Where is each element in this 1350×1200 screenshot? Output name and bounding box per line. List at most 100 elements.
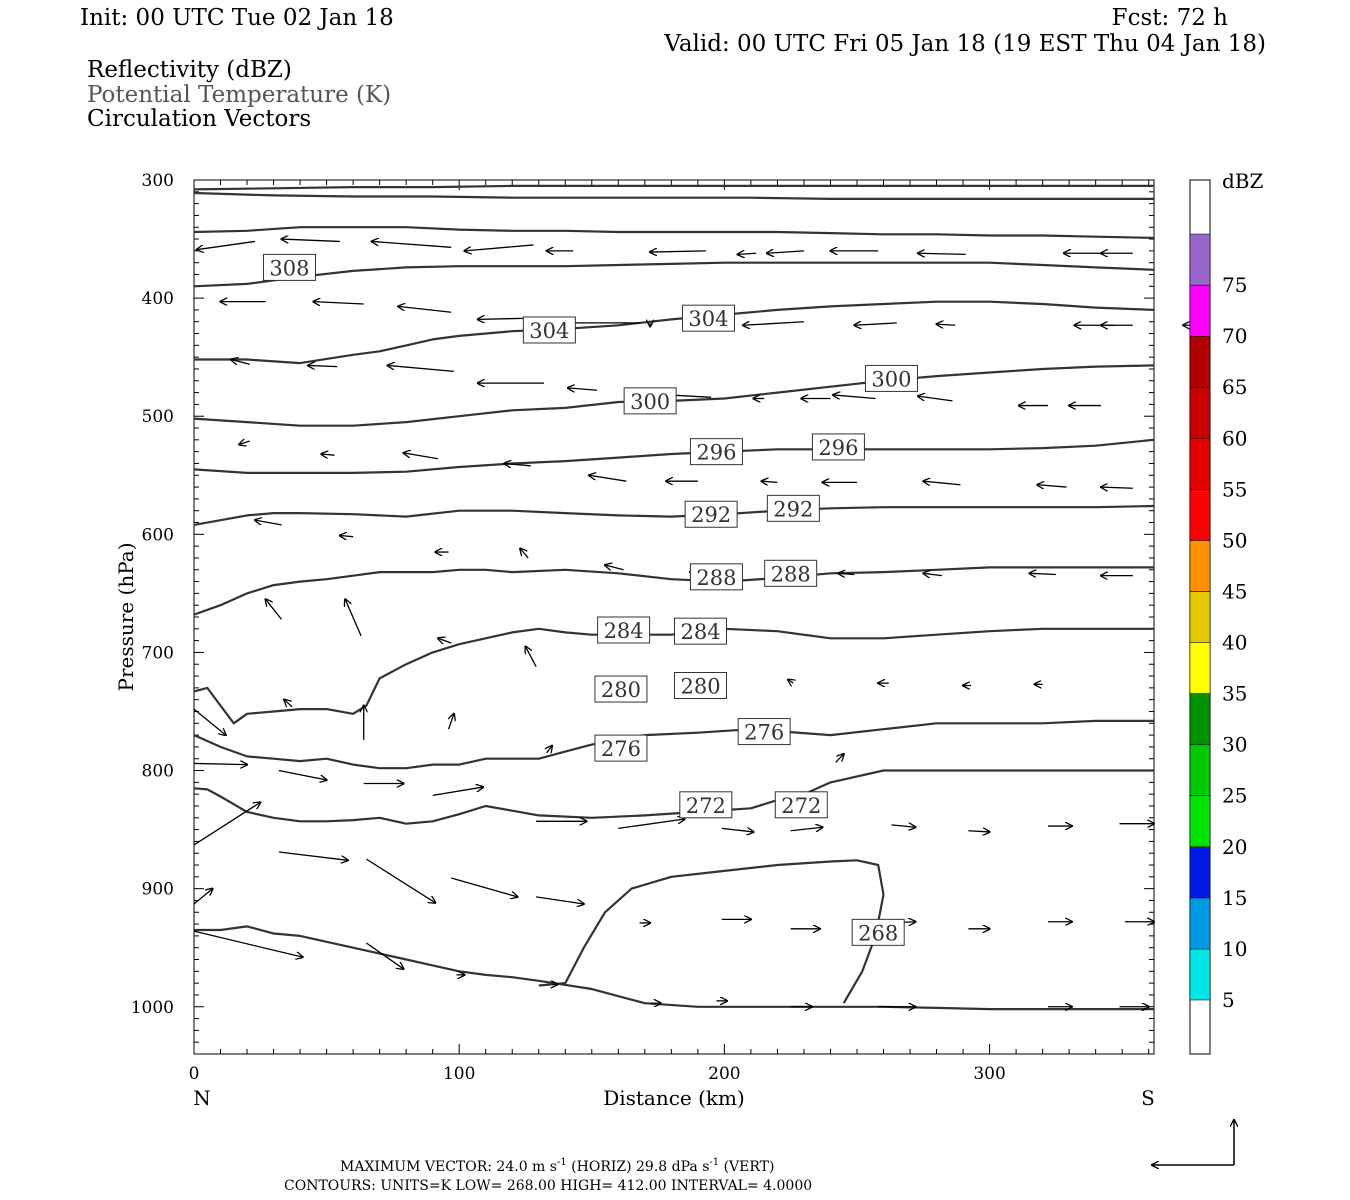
contour-label: 300 <box>864 364 918 392</box>
contour-label: 280 <box>674 672 728 700</box>
contour-label-box <box>737 718 791 746</box>
isentrope-276 <box>193 769 1154 825</box>
colorbar-level-label: 45 <box>1222 580 1247 604</box>
contour-label-text: 280 <box>601 678 641 702</box>
contour-label: 300 <box>623 387 677 415</box>
contour-label-box <box>851 918 905 946</box>
circulation-vector <box>1101 487 1133 488</box>
contour-label: 296 <box>811 433 865 461</box>
x-tick-label: 300 <box>973 1064 1005 1084</box>
colorbar-swatch <box>1189 948 1211 1001</box>
colorbar-level-label: 65 <box>1222 375 1247 399</box>
y-tick-label: 400 <box>142 289 174 309</box>
y-tick-labels: 300 400 500 600 700 800 900 1000 <box>131 171 174 1018</box>
isentrope-308 <box>193 261 1155 288</box>
colorbar-unit: dBZ <box>1222 169 1264 193</box>
colorbar-swatch <box>1189 233 1211 286</box>
isentrope-316 <box>193 191 1154 200</box>
isentrope-272 <box>194 925 1154 1011</box>
contour-label: 284 <box>597 616 651 644</box>
colorbar-swatch <box>1189 335 1211 388</box>
contour-label-box <box>689 438 743 466</box>
circulation-vector <box>278 769 327 780</box>
circulation-vector <box>313 302 364 304</box>
contour-label-text: 280 <box>680 675 720 699</box>
circulation-vector <box>340 536 354 537</box>
contour-label: 292 <box>766 494 820 522</box>
x-tick-label: 100 <box>443 1064 475 1084</box>
contour-label-text: 288 <box>696 566 736 590</box>
contour-label: 268 <box>851 918 905 946</box>
circulation-vector <box>239 441 250 445</box>
contour-label-text: 304 <box>529 319 569 343</box>
contour-label: 276 <box>737 718 791 746</box>
circulation-vector <box>918 253 966 254</box>
contour-label-text: 272 <box>686 794 726 818</box>
circulation-vector <box>193 889 213 905</box>
circulation-vector <box>284 700 293 707</box>
contour-label-box <box>679 791 733 819</box>
circulation-vector <box>838 573 855 574</box>
circulation-vector <box>404 453 439 460</box>
circulation-vector <box>589 475 627 482</box>
contour-label-box <box>766 494 820 522</box>
x-axis-end-label-south: S <box>1141 1086 1155 1110</box>
colorbar-swatch <box>1189 693 1211 745</box>
plot-area: 308 304 304 300 300 296 296 292 292 288 288 284 284 2… <box>131 171 1208 1084</box>
circulation-vector <box>278 851 348 860</box>
circulation-vector <box>1037 485 1067 487</box>
field-label-reflectivity: Reflectivity (dBZ) <box>87 57 292 83</box>
colorbar-level-label: 50 <box>1222 528 1247 552</box>
contour-label: 288 <box>764 559 818 587</box>
colorbar-level-label: 75 <box>1222 273 1247 297</box>
contour-label-text: 304 <box>688 307 728 331</box>
circulation-vector <box>918 396 953 402</box>
circulation-vector <box>193 802 260 846</box>
colorbar-level-label: 15 <box>1222 886 1247 910</box>
circulation-vector <box>525 647 537 667</box>
y-tick-label: 1000 <box>131 998 174 1018</box>
x-tick-labels: 0 100 200 300 <box>189 1064 1006 1084</box>
circulation-vector <box>193 763 247 764</box>
circulation-vector <box>193 708 226 735</box>
isentrope-304 <box>194 300 1155 365</box>
circulation-vector <box>891 825 915 827</box>
colorbar-level-label: 30 <box>1222 733 1247 757</box>
circulation-vector <box>197 240 256 249</box>
circulation-vector <box>388 365 454 372</box>
field-label-potential-temperature: Potential Temperature (K) <box>87 82 391 108</box>
contour-labels: 308 304 304 300 300 296 296 292 292 288 288 284 284 2… <box>262 253 918 946</box>
circulation-vector <box>478 318 531 319</box>
x-axis-end-label-north: N <box>193 1086 211 1110</box>
contour-label-box <box>689 563 743 591</box>
circulation-vector <box>605 565 624 570</box>
contour-label: 280 <box>594 675 648 703</box>
circulation-vector <box>366 942 403 969</box>
circulation-vector <box>1029 573 1056 574</box>
colorbar-swatch <box>1189 438 1211 490</box>
x-tick-label: 0 <box>189 1064 200 1084</box>
circulation-vector <box>743 322 804 326</box>
contour-label-box <box>522 316 576 344</box>
circulation-vector <box>762 481 778 482</box>
contour-label-text: 284 <box>680 620 720 644</box>
contour-label: 296 <box>689 438 743 466</box>
circulation-vector <box>321 454 335 455</box>
colorbar-swatch <box>1189 744 1211 797</box>
isentrope-320 <box>193 184 1154 191</box>
colorbar-level-label: 70 <box>1222 324 1247 348</box>
circulation-vector <box>835 754 844 763</box>
colorbar-level-label: 20 <box>1222 835 1247 859</box>
colorbar-level-label: 10 <box>1222 937 1247 961</box>
contour-label-text: 276 <box>744 721 784 745</box>
init-time: Init: 00 UTC Tue 02 Jan 18 <box>80 5 394 31</box>
contour-label-box <box>674 617 728 645</box>
circulation-vector <box>366 858 435 903</box>
contour-label-box <box>764 559 818 587</box>
colorbar-level-label: 35 <box>1222 682 1247 706</box>
colorbar-swatch <box>1189 846 1211 899</box>
circulation-vector <box>504 463 531 465</box>
contour-label-text: 292 <box>773 497 813 521</box>
circulation-vector <box>255 520 282 526</box>
